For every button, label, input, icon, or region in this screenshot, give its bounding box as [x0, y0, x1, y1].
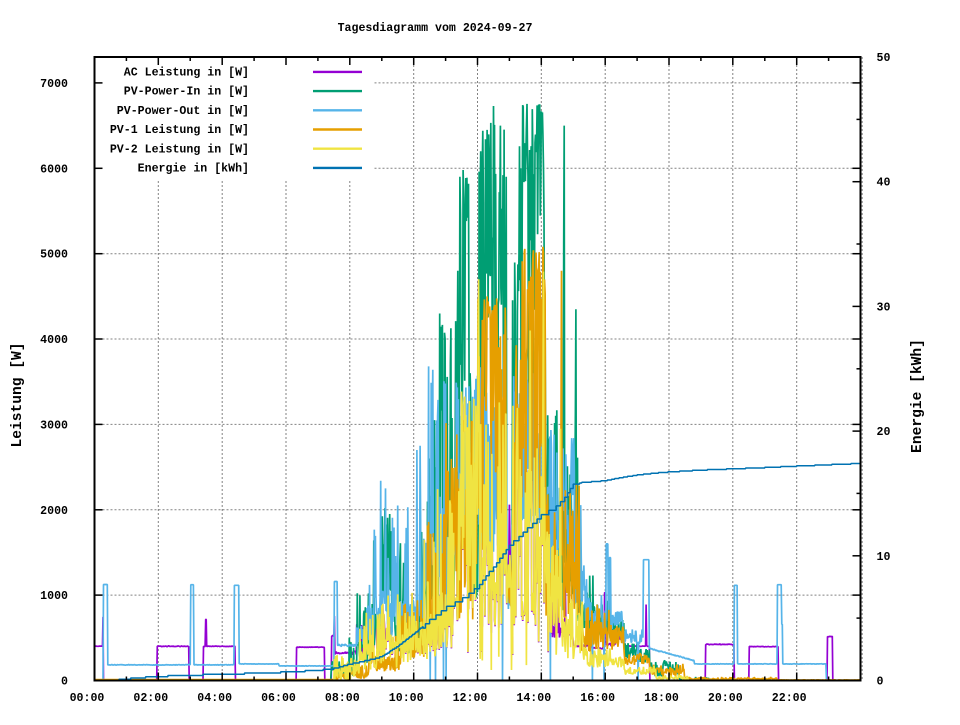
- svg-text:00:00: 00:00: [70, 692, 105, 705]
- svg-text:40: 40: [877, 177, 891, 190]
- svg-text:PV-Power-Out in [W]: PV-Power-Out in [W]: [117, 105, 249, 118]
- svg-text:Energie [kWh]: Energie [kWh]: [910, 339, 926, 453]
- svg-text:22:00: 22:00: [772, 692, 807, 705]
- svg-text:10: 10: [877, 551, 891, 564]
- svg-text:02:00: 02:00: [133, 692, 168, 705]
- svg-text:PV-2 Leistung in [W]: PV-2 Leistung in [W]: [110, 143, 249, 156]
- svg-text:20:00: 20:00: [708, 692, 743, 705]
- svg-text:Tagesdiagramm vom 2024-09-27: Tagesdiagramm vom 2024-09-27: [338, 22, 533, 35]
- svg-text:PV-1 Leistung in [W]: PV-1 Leistung in [W]: [110, 124, 249, 137]
- svg-text:AC Leistung in [W]: AC Leistung in [W]: [124, 67, 249, 80]
- svg-text:2000: 2000: [40, 505, 68, 518]
- svg-text:3000: 3000: [40, 419, 68, 432]
- svg-text:04:00: 04:00: [197, 692, 232, 705]
- svg-text:12:00: 12:00: [453, 692, 488, 705]
- svg-text:30: 30: [877, 301, 891, 314]
- svg-text:08:00: 08:00: [325, 692, 360, 705]
- svg-text:Leistung [W]: Leistung [W]: [10, 342, 26, 447]
- svg-text:PV-Power-In in [W]: PV-Power-In in [W]: [124, 86, 249, 99]
- svg-text:1000: 1000: [40, 590, 68, 603]
- svg-text:0: 0: [61, 676, 68, 689]
- svg-text:10:00: 10:00: [389, 692, 424, 705]
- svg-text:50: 50: [877, 52, 891, 65]
- svg-text:7000: 7000: [40, 78, 68, 91]
- svg-text:0: 0: [877, 676, 884, 689]
- svg-text:14:00: 14:00: [516, 692, 551, 705]
- svg-text:Energie in [kWh]: Energie in [kWh]: [138, 163, 249, 176]
- svg-text:18:00: 18:00: [644, 692, 679, 705]
- svg-text:5000: 5000: [40, 249, 68, 262]
- svg-text:06:00: 06:00: [261, 692, 296, 705]
- svg-text:4000: 4000: [40, 334, 68, 347]
- svg-text:16:00: 16:00: [580, 692, 615, 705]
- svg-text:6000: 6000: [40, 163, 68, 176]
- svg-text:20: 20: [877, 426, 891, 439]
